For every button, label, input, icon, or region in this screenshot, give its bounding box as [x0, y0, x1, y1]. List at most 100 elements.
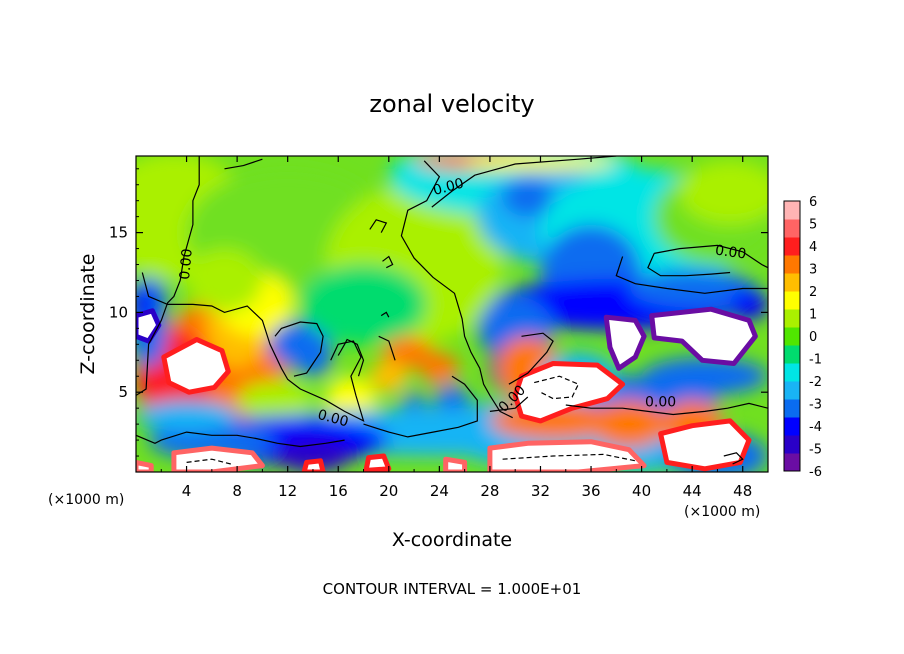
- contour-label: 0.00: [714, 242, 747, 262]
- plot-area: 0.000.00 0.000.000.00 0.00: [136, 156, 768, 472]
- field-patch: [300, 264, 427, 345]
- zero-contour-line: [136, 431, 345, 448]
- colorbar-swatch: [784, 291, 800, 310]
- x-tick-label: 32: [531, 482, 550, 500]
- x-axis-label: X-coordinate: [392, 529, 512, 551]
- colorbar: 6 5 4 3 2 1 0 -1 -2 -3 -4 -5 -6: [783, 195, 822, 480]
- field-patch: [369, 360, 408, 393]
- negative-contour-line: [534, 375, 580, 400]
- y-tick-label: 15: [109, 224, 128, 242]
- zero-contour-line: [363, 375, 478, 438]
- x-tick-label: 28: [480, 482, 499, 500]
- negative-contour-line: [502, 453, 636, 462]
- colorbar-swatch: [784, 309, 800, 328]
- colorbar-tick-label: -1: [809, 353, 822, 368]
- colorbar-tick-label: -5: [809, 443, 822, 458]
- x-tick-label: 8: [232, 482, 242, 500]
- field-patch: [294, 344, 332, 377]
- field-patch: [502, 178, 554, 217]
- zero-contour-line: [647, 253, 731, 277]
- field-patch: [275, 440, 351, 472]
- zero-contour-line: [400, 160, 513, 419]
- saturated-zone: [603, 314, 647, 371]
- colorbar-tick-label: 5: [809, 218, 817, 233]
- contour-interval-note: CONTOUR INTERVAL = 1.000E+01: [323, 580, 582, 598]
- plot-frame: [135, 155, 769, 473]
- x-tick-label: 24: [430, 482, 449, 500]
- zero-contour-line: [380, 311, 390, 318]
- saturated-zone: [363, 453, 392, 472]
- zero-contour-line: [274, 321, 324, 377]
- colorbar-swatch: [784, 219, 800, 238]
- colorbar-swatch: [784, 201, 800, 220]
- field-patch: [237, 381, 313, 420]
- y-tick-label: 5: [118, 383, 128, 401]
- x-tick-label: 16: [329, 482, 348, 500]
- colorbar-swatch: [784, 453, 800, 472]
- x-tick-label: 20: [379, 482, 398, 500]
- colorbar-tick-label: 2: [809, 285, 817, 300]
- saturated-zone: [487, 439, 647, 472]
- field-patch: [186, 248, 263, 313]
- x-tick-label: 48: [733, 482, 752, 500]
- x-unit-label-right: (×1000 m): [684, 504, 760, 520]
- field-patch: [679, 160, 768, 225]
- colorbar-swatch: [784, 327, 800, 346]
- colorbar-swatch: [784, 435, 800, 454]
- zero-contour-line: [654, 244, 768, 269]
- field-patch: [420, 352, 459, 385]
- zero-contour-line: [136, 156, 200, 396]
- chart-title: zonal velocity: [369, 90, 534, 118]
- field-patch: [628, 269, 756, 308]
- saturated-zone: [136, 459, 154, 472]
- field-patch: [136, 400, 238, 433]
- zero-contour-line: [431, 156, 617, 208]
- y-tick-label: 10: [109, 303, 128, 321]
- zero-contour-line: [378, 335, 396, 361]
- colorbar-swatch: [784, 273, 800, 292]
- saturated-zone: [171, 445, 265, 472]
- zero-contour-line: [565, 402, 768, 416]
- colorbar-tick-label: -4: [809, 420, 822, 435]
- colorbar-tick-label: 1: [809, 308, 817, 323]
- colorbar-swatch: [784, 363, 800, 382]
- contour-label: 0.00: [316, 407, 350, 431]
- y-axis: 5 10 15: [109, 168, 768, 457]
- field-patch: [641, 357, 768, 396]
- x-unit-label-left: (×1000 m): [48, 492, 124, 508]
- zero-contour-line: [382, 255, 394, 269]
- zero-contour-line: [369, 219, 388, 233]
- contour-label: 0.00: [645, 395, 676, 411]
- x-tick-label: 40: [632, 482, 651, 500]
- zero-contour-line: [723, 452, 744, 465]
- field-patch: [730, 288, 768, 321]
- x-tick-label: 4: [182, 482, 192, 500]
- saturated-zone: [161, 337, 231, 395]
- zero-contour-line: [615, 256, 768, 294]
- negative-contour-line: [186, 458, 231, 465]
- zero-contour-line: [224, 158, 263, 170]
- x-tick-label: 12: [278, 482, 297, 500]
- colorbar-tick-label: 6: [809, 195, 817, 210]
- saturated-zone: [136, 308, 162, 344]
- contour-label: 0.00: [431, 175, 465, 199]
- contour-label: 0.00: [177, 248, 196, 280]
- colorbar-tick-label: 0: [809, 330, 817, 345]
- zero-contour-line: [141, 272, 365, 423]
- x-axis: 4 8 12 16 20 24 28 32 36 40 44 48: [160, 156, 752, 500]
- colorbar-swatch: [784, 345, 800, 364]
- zero-contours: [136, 156, 768, 465]
- colorbar-swatch: [784, 255, 800, 274]
- colorbar-tick-label: -2: [809, 375, 822, 390]
- colorbar-frame: [783, 200, 801, 472]
- colorbar-tick-label: 3: [809, 263, 817, 278]
- saturated-zone: [658, 418, 752, 472]
- x-tick-label: 36: [581, 482, 600, 500]
- colorbar-tick-label: -3: [809, 398, 822, 413]
- zero-contour-line: [337, 338, 365, 377]
- colorbar-swatch: [784, 381, 800, 400]
- x-tick-label: 44: [683, 482, 702, 500]
- field-patch: [591, 400, 667, 449]
- saturated-zone: [301, 458, 326, 472]
